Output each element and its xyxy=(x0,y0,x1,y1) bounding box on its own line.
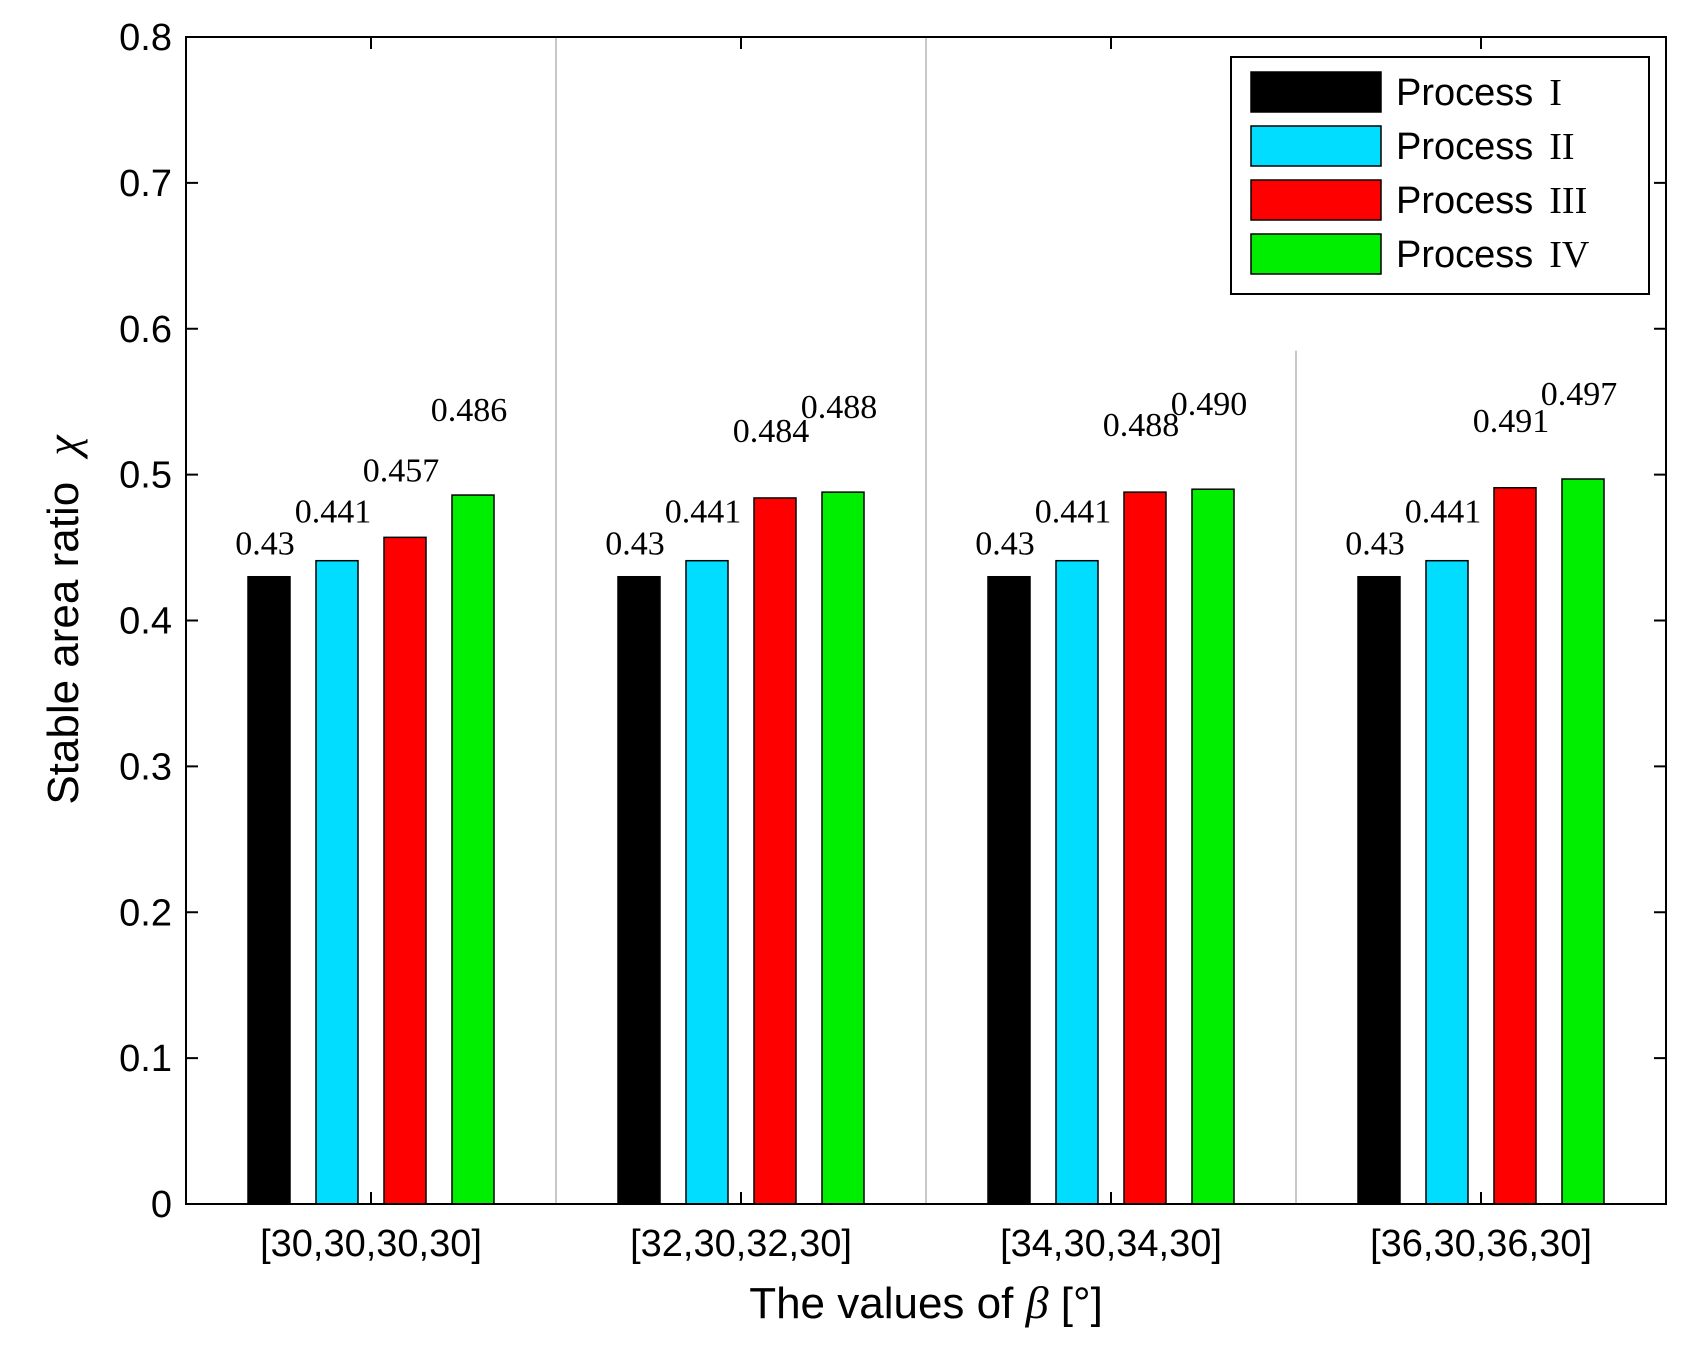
bar xyxy=(383,536,427,1205)
bar xyxy=(1493,487,1537,1205)
data-label: 0.497 xyxy=(1541,376,1618,413)
bar xyxy=(315,559,359,1205)
y-tick-label: 0.5 xyxy=(119,455,172,497)
plot-frame xyxy=(185,36,1667,1205)
bar xyxy=(1561,478,1605,1205)
legend-entry-roman: II xyxy=(1549,126,1574,168)
legend-entry-roman: I xyxy=(1549,72,1562,114)
y-axis-ticks: 0 0.1 0.2 0.3 0.4 0.5 0.6 0.7 0.8 xyxy=(119,17,1666,1226)
legend-entry-label: Process xyxy=(1396,126,1533,168)
y-tick-label: 0.3 xyxy=(119,746,172,788)
bar xyxy=(1357,575,1401,1205)
legend-entry-label: Process xyxy=(1396,234,1533,276)
legend-entry: Process I xyxy=(1396,72,1562,114)
legend-swatch xyxy=(1250,179,1382,221)
bar xyxy=(1123,491,1167,1205)
y-tick-label: 0.4 xyxy=(119,601,172,643)
legend-swatch xyxy=(1250,233,1382,275)
legend-entry-roman: III xyxy=(1549,180,1587,222)
y-tick-label: 0.2 xyxy=(119,892,172,934)
data-label: 0.43 xyxy=(235,526,295,563)
data-label: 0.43 xyxy=(1345,526,1405,563)
bars xyxy=(247,478,1605,1205)
y-tick-label: 0.6 xyxy=(119,309,172,351)
x-axis-symbol: β xyxy=(1025,1277,1049,1328)
bar xyxy=(685,559,729,1205)
y-tick-label: 0.7 xyxy=(119,163,172,205)
y-tick-label: 0.8 xyxy=(119,17,172,59)
bar xyxy=(451,494,495,1205)
legend-entry-roman: IV xyxy=(1549,234,1590,276)
legend-entry-label: Process xyxy=(1396,180,1533,222)
data-label: 0.457 xyxy=(363,452,440,489)
data-label: 0.43 xyxy=(605,526,665,563)
data-label: 0.441 xyxy=(665,494,742,531)
data-label: 0.441 xyxy=(1405,494,1482,531)
group-separators xyxy=(555,37,1297,1204)
x-tick-label: [32,30,32,30] xyxy=(630,1223,852,1265)
bar xyxy=(1425,559,1469,1205)
legend-swatch xyxy=(1250,125,1382,167)
y-axis-symbol: χ xyxy=(37,434,88,460)
bar xyxy=(987,575,1031,1205)
data-label: 0.486 xyxy=(431,392,508,429)
data-label: 0.491 xyxy=(1473,403,1550,440)
x-axis-unit: [°] xyxy=(1061,1279,1103,1328)
x-tick-label: [30,30,30,30] xyxy=(260,1223,482,1265)
x-axis-title: The values of β [°] xyxy=(749,1277,1103,1328)
data-label: 0.490 xyxy=(1171,386,1248,423)
x-tick-label: [34,30,34,30] xyxy=(1000,1223,1222,1265)
bar xyxy=(821,491,865,1205)
data-label: 0.43 xyxy=(975,526,1035,563)
bar xyxy=(247,575,291,1205)
legend: Process I Process II Process III Process IV xyxy=(1230,56,1650,295)
data-label: 0.441 xyxy=(1035,494,1112,531)
data-label: 0.441 xyxy=(295,494,372,531)
legend-entry-label: Process xyxy=(1396,72,1533,114)
y-axis-title: Stable area ratio χ xyxy=(37,434,88,805)
legend-swatch xyxy=(1250,71,1382,113)
legend-entry: Process II xyxy=(1396,126,1575,168)
bar xyxy=(753,497,797,1205)
x-tick-label: [36,30,36,30] xyxy=(1370,1223,1592,1265)
x-axis-ticks: [30,30,30,30] [32,30,32,30] [34,30,34,30] [… xyxy=(260,37,1592,1265)
y-tick-label: 0.1 xyxy=(119,1038,172,1080)
bar xyxy=(1055,559,1099,1205)
legend-entry: Process III xyxy=(1396,180,1587,222)
legend-entry: Process IV xyxy=(1396,234,1590,276)
data-label: 0.484 xyxy=(733,413,810,450)
data-label: 0.488 xyxy=(1103,407,1180,444)
x-axis-label-text: The values of xyxy=(749,1279,1014,1328)
bar xyxy=(1191,488,1235,1205)
y-axis-label-text: Stable area ratio xyxy=(39,482,88,805)
data-label: 0.488 xyxy=(801,389,878,426)
y-tick-label: 0 xyxy=(151,1184,172,1226)
data-labels: 0.430.4410.4570.4860.430.4410.4840.4880.… xyxy=(235,376,1617,563)
bar xyxy=(617,575,661,1205)
